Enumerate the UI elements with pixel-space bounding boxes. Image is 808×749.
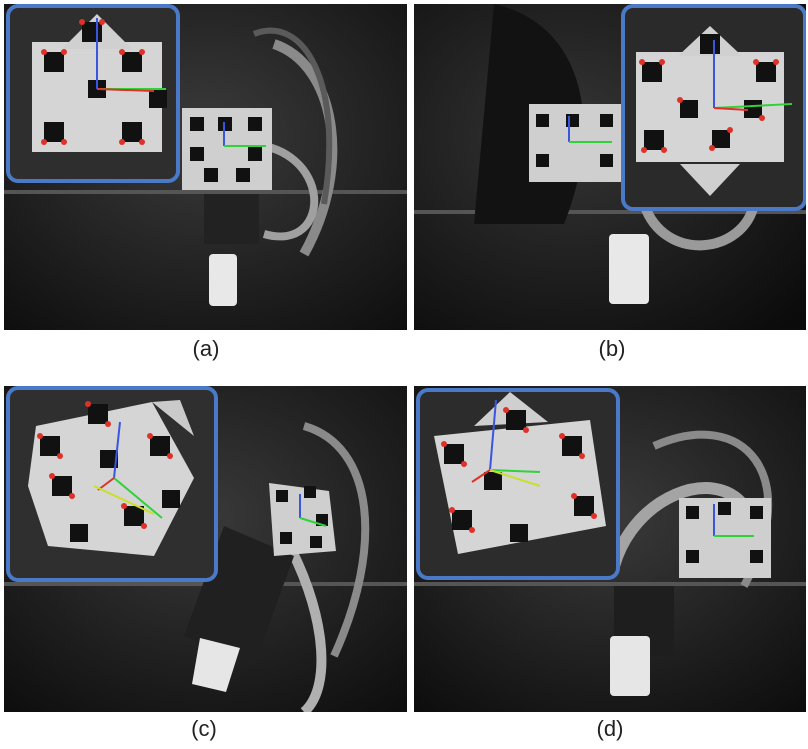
- marker-cube: [269, 483, 336, 556]
- inset-zoom: [6, 4, 180, 183]
- marker-cube: [679, 498, 771, 578]
- photo-panel-c: [4, 386, 407, 712]
- marker-cube: [529, 104, 621, 182]
- photo-panel-b: [414, 4, 806, 330]
- cup: [609, 234, 649, 304]
- cup: [209, 254, 237, 306]
- photo-panel-d: [414, 386, 806, 712]
- inset-zoom: [416, 388, 620, 580]
- caption-c: (c): [191, 716, 217, 741]
- caption-b: (b): [598, 336, 626, 361]
- caption-d: (d): [596, 716, 624, 741]
- marker-cube: [182, 108, 272, 190]
- photo-panel-a: [4, 4, 407, 330]
- inset-zoom: [6, 386, 218, 582]
- caption-a: (a): [192, 336, 220, 361]
- inset-zoom: [621, 4, 806, 211]
- cup: [610, 636, 650, 696]
- cup: [192, 638, 240, 692]
